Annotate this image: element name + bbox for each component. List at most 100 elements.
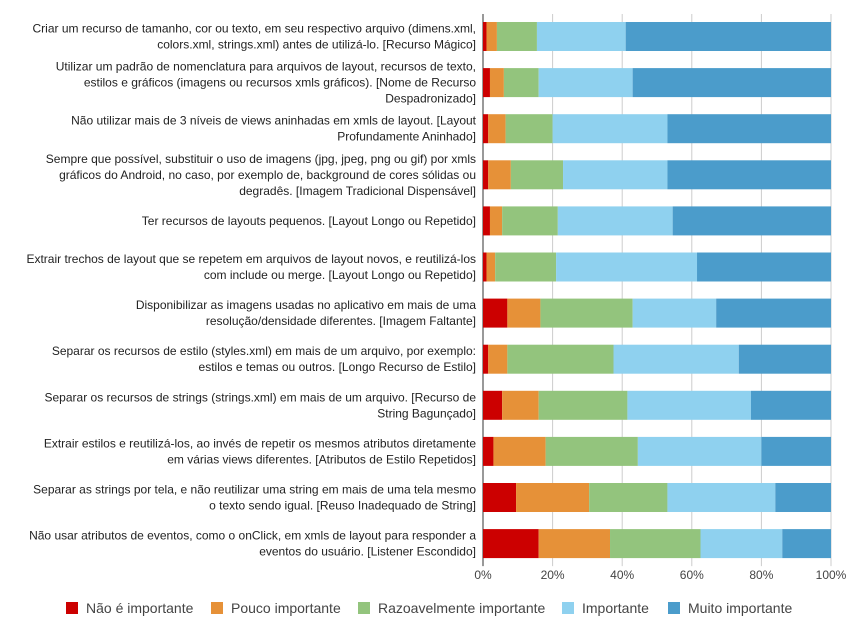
bar-segment (625, 22, 831, 51)
bar-segment (507, 298, 541, 328)
category-label: Disponibilizar as imagens usadas no apli… (136, 298, 476, 328)
category-label-line: degradês. [Imagem Tradicional Dispensáve… (239, 184, 476, 198)
bar-segment (672, 206, 831, 236)
legend-swatch (211, 602, 223, 614)
category-label-line: eventos do usuário. [Listener Escondido] (259, 545, 476, 559)
bar-segment (483, 390, 503, 420)
bar-segment (716, 298, 831, 328)
category-label-line: Extrair estilos e reutilizá-los, ao invé… (44, 436, 477, 450)
category-label-line: Separar os recursos de estilo (styles.xm… (52, 344, 476, 358)
bar-segment (488, 160, 511, 190)
category-label-line: estilos e temas ou outros. [Longo Recurs… (199, 360, 476, 374)
bars (483, 22, 831, 559)
bar-segment (700, 529, 783, 559)
category-label: Criar um recurso de tamanho, cor ou text… (32, 22, 476, 52)
bar-segment (557, 206, 673, 236)
category-label-line: resolução/densidade diferentes. [Imagem … (206, 314, 476, 328)
legend-label: Muito importante (688, 600, 792, 616)
bar-segment (610, 529, 701, 559)
legend-label: Pouco importante (231, 600, 341, 616)
bar-segment (538, 68, 633, 98)
bar-segment (489, 68, 504, 98)
category-label: Separar os recursos de estilo (styles.xm… (52, 344, 476, 374)
bar-segment (667, 483, 776, 512)
category-label: Extrair estilos e reutilizá-los, ao invé… (44, 436, 477, 466)
bar-segment (667, 114, 831, 144)
bar-segment (483, 344, 489, 374)
bar-segment (667, 160, 831, 190)
x-tick-label: 0% (474, 568, 492, 582)
bar-segment (502, 390, 539, 420)
bar-segment (496, 22, 537, 51)
category-label-line: Sempre que possível, substituir o uso de… (46, 152, 476, 166)
bar-segment (503, 68, 539, 98)
category-label: Não utilizar mais de 3 níveis de views a… (71, 114, 477, 144)
bar-segment (738, 344, 831, 374)
category-labels: Criar um recurso de tamanho, cor ou text… (26, 22, 476, 559)
bar-segment (589, 483, 668, 512)
bar-segment (775, 483, 831, 512)
bar-segment (493, 436, 546, 466)
category-label-line: Extrair trechos de layout que se repetem… (26, 252, 476, 266)
bar-segment (613, 344, 739, 374)
bar-segment (545, 436, 638, 466)
category-label-line: Despadronizado] (385, 92, 476, 106)
bar-segment (483, 68, 490, 98)
bar-segment (538, 529, 611, 559)
x-tick-label: 20% (541, 568, 565, 582)
bar-segment (483, 529, 539, 559)
x-tick-label: 100% (816, 568, 847, 582)
category-label-line: gráficos do Android, no caso, por exempl… (59, 168, 476, 182)
category-label-line: estilos e gráficos (imagens ou recursos … (84, 76, 476, 90)
category-label: Separar os recursos de strings (strings.… (45, 390, 477, 420)
bar-segment (632, 68, 831, 98)
category-label: Utilizar um padrão de nomenclatura para … (56, 60, 477, 106)
category-label: Separar as strings por tela, e não reuti… (33, 483, 476, 513)
legend-swatch (562, 602, 574, 614)
legend-swatch (358, 602, 370, 614)
bar-segment (486, 22, 497, 51)
bar-segment (488, 344, 508, 374)
category-label-line: Profundamente Aninhado] (337, 130, 476, 144)
category-label-line: em várias views diferentes. [Atributos d… (167, 452, 476, 466)
bar-segment (486, 252, 496, 282)
bar-segment (761, 436, 831, 466)
bar-segment (483, 160, 489, 190)
category-label-line: com include ou merge. [Layout Longo ou R… (204, 268, 476, 282)
x-tick-label: 60% (680, 568, 704, 582)
category-label-line: colors.xml, strings.xml) antes de utiliz… (157, 38, 476, 52)
bar-segment (750, 390, 831, 420)
bar-segment (536, 22, 626, 51)
category-label-line: Ter recursos de layouts pequenos. [Layou… (142, 214, 476, 228)
category-label-line: Separar as strings por tela, e não reuti… (33, 483, 476, 497)
bar-segment (488, 114, 506, 144)
category-label-line: o texto sendo igual. [Reuso Inadequado d… (209, 499, 476, 513)
x-tick-label: 40% (610, 568, 634, 582)
legend-label: Importante (582, 600, 649, 616)
legend-swatch (668, 602, 680, 614)
category-label: Extrair trechos de layout que se repetem… (26, 252, 476, 282)
bar-segment (552, 114, 668, 144)
x-tick-label: 80% (749, 568, 773, 582)
bar-segment (782, 529, 831, 559)
category-label-line: Disponibilizar as imagens usadas no apli… (136, 298, 476, 312)
bar-segment (516, 483, 590, 512)
bar-segment (697, 252, 831, 282)
bar-segment (637, 436, 762, 466)
bar-segment (483, 114, 489, 144)
category-label-line: Não usar atributos de eventos, como o on… (29, 529, 476, 543)
category-label-line: String Bagunçado] (377, 406, 476, 420)
category-label-line: Utilizar um padrão de nomenclatura para … (56, 60, 476, 74)
bar-segment (627, 390, 751, 420)
bar-segment (483, 436, 494, 466)
bar-segment (483, 298, 508, 328)
bar-segment (502, 206, 558, 236)
legend: Não é importante Pouco importante Razoavel… (66, 600, 792, 616)
legend-label: Razoavelmente importante (378, 600, 546, 616)
legend-swatch (66, 602, 78, 614)
bar-segment (495, 252, 557, 282)
bar-segment (483, 252, 487, 282)
bar-segment (507, 344, 614, 374)
bar-segment (505, 114, 553, 144)
